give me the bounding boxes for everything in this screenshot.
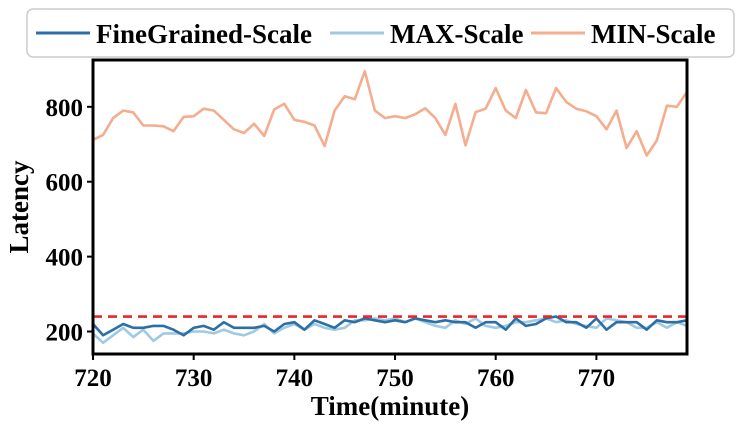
x-tick-label: 770 — [578, 365, 616, 392]
x-tick-label: 750 — [376, 365, 414, 392]
plot-frame — [91, 58, 689, 356]
series-line-min — [91, 69, 689, 157]
x-tick-label: 740 — [276, 365, 314, 392]
x-tick-label: 760 — [477, 365, 515, 392]
x-tick-label: 720 — [74, 365, 112, 392]
y-axis-label: Latency — [4, 160, 34, 253]
x-tick-label: 730 — [175, 365, 213, 392]
y-axis-ticks: 200 400 600 800 — [46, 95, 93, 347]
series-layer — [91, 69, 689, 345]
legend-label-min: MIN-Scale — [591, 19, 715, 49]
legend-label-max: MAX-Scale — [390, 19, 523, 49]
x-axis-ticks: 720 730 740 750 760 770 — [74, 354, 615, 392]
y-tick-label: 800 — [46, 95, 84, 122]
series-line-finegrained — [91, 315, 689, 337]
legend-label-finegrained: FineGrained-Scale — [96, 19, 312, 49]
y-tick-label: 400 — [46, 245, 84, 272]
legend: FineGrained-Scale MAX-Scale MIN-Scale — [26, 8, 735, 58]
y-tick-label: 200 — [46, 320, 84, 347]
x-axis-label: Time(minute) — [311, 391, 469, 421]
y-tick-label: 600 — [46, 170, 84, 197]
